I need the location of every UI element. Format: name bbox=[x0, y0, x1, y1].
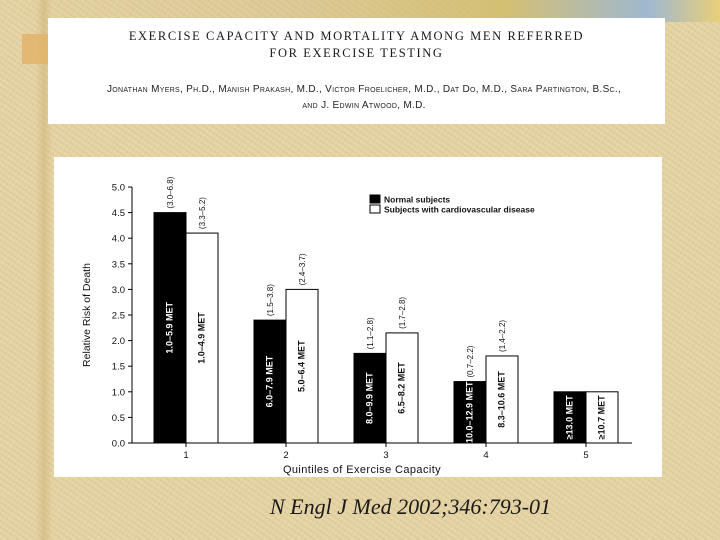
article-header: EXERCISE CAPACITY AND MORTALITY AMONG ME… bbox=[48, 18, 665, 124]
y-tick-label: 1.5 bbox=[112, 362, 125, 373]
bar-ci-label: (1.7–2.8) bbox=[398, 297, 407, 329]
y-tick-label: 2.5 bbox=[112, 311, 125, 322]
legend-label: Normal subjects bbox=[384, 195, 450, 205]
y-axis-label: Relative Risk of Death bbox=[81, 263, 93, 367]
x-tick-label: 1 bbox=[183, 450, 188, 461]
bar-cvd-q5 bbox=[585, 391, 619, 444]
x-axis-label: Quintiles of Exercise Capacity bbox=[283, 464, 441, 476]
bar-normal-q5 bbox=[553, 391, 587, 444]
bar-ci-label: (2.4–3.7) bbox=[298, 253, 307, 285]
bar-normal-q3 bbox=[353, 352, 387, 444]
y-tick-label: 5.0 bbox=[112, 183, 125, 194]
legend-label: Subjects with cardiovascular disease bbox=[384, 205, 535, 215]
x-tick-label: 2 bbox=[283, 450, 288, 461]
chart-panel: 0.0 0.5 1.0 1.5 2.0 2.5 3.0 3.5 4.0 4.5 5.0 Relativ… bbox=[54, 157, 662, 477]
article-authors-line-2: and J. Edwin Atwood, M.D. bbox=[302, 100, 426, 111]
bar-ci-label: (1.1–2.8) bbox=[366, 317, 375, 349]
article-title: EXERCISE CAPACITY AND MORTALITY AMONG ME… bbox=[48, 28, 665, 62]
decorative-top-bar bbox=[0, 0, 720, 22]
bar-met-label: 8.0–9.9 MET bbox=[364, 372, 374, 424]
bar-met-label: 5.0–6.4 MET bbox=[296, 340, 306, 392]
y-tick-label: 3.0 bbox=[112, 285, 125, 296]
y-tick-label: 0.0 bbox=[112, 439, 125, 450]
y-tick-label: 1.0 bbox=[112, 387, 125, 398]
bar-cvd-q4 bbox=[485, 355, 519, 444]
legend-swatch-cvd bbox=[369, 204, 381, 214]
y-tick-label: 3.5 bbox=[112, 259, 125, 270]
y-tick-label: 4.0 bbox=[112, 234, 125, 245]
article-authors-line-1: Jonathan Myers, Ph.D., Manish Prakash, M… bbox=[106, 84, 622, 95]
bar-cvd-q3 bbox=[385, 332, 419, 444]
bar-ci-label: (1.5–3.8) bbox=[266, 284, 275, 316]
bar-met-label: ≥13.0 MET bbox=[564, 395, 574, 439]
article-title-line-1: EXERCISE CAPACITY AND MORTALITY AMONG ME… bbox=[128, 29, 585, 43]
citation: N Engl J Med 2002;346:793-01 bbox=[270, 494, 552, 519]
bar-ci-label: (3.3–5.2) bbox=[198, 197, 207, 229]
bar-met-label: 8.3–10.6 MET bbox=[496, 371, 506, 428]
legend-swatch-normal bbox=[369, 194, 381, 204]
x-tick-label: 4 bbox=[483, 450, 488, 461]
bar-met-label: 6.0–7.9 MET bbox=[264, 355, 274, 407]
bar-met-label: 1.0–4.9 MET bbox=[196, 312, 206, 364]
y-tick-label: 2.0 bbox=[112, 336, 125, 347]
bar-met-label: ≥10.7 MET bbox=[596, 395, 606, 439]
bar-cvd-q2 bbox=[285, 288, 319, 444]
article-authors: Jonathan Myers, Ph.D., Manish Prakash, M… bbox=[66, 82, 662, 114]
bar-chart: 0.0 0.5 1.0 1.5 2.0 2.5 3.0 3.5 4.0 4.5 5.0 Relativ… bbox=[81, 176, 632, 476]
bar-ci-label: (0.7–2.2) bbox=[466, 345, 475, 377]
bar-ci-label: (3.0–6.8) bbox=[166, 176, 175, 208]
y-tick-label: 4.5 bbox=[112, 208, 125, 219]
x-tick-label: 3 bbox=[383, 450, 388, 461]
y-tick-label: 0.5 bbox=[112, 413, 125, 424]
decorative-side-stripe bbox=[36, 0, 52, 540]
bar-cvd-q1 bbox=[185, 232, 219, 444]
bar-met-label: 10.0–12.9 MET bbox=[464, 381, 474, 443]
x-tick-label: 5 bbox=[583, 450, 588, 461]
bar-normal-q4 bbox=[453, 381, 487, 444]
bar-met-label: 1.0–5.9 MET bbox=[164, 302, 174, 354]
bar-ci-label: (1.4–2.2) bbox=[498, 320, 507, 352]
article-title-line-2: FOR EXERCISE TESTING bbox=[269, 46, 444, 60]
bar-met-label: 6.5–8.2 MET bbox=[396, 362, 406, 414]
